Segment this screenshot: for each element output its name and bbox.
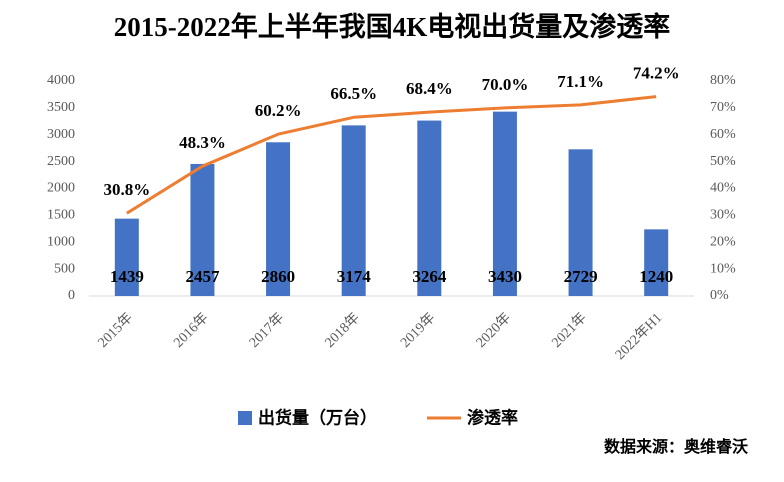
y2-tick-label: 40%: [710, 181, 736, 196]
bar-value-label: 3430: [488, 267, 522, 286]
bar: [114, 218, 139, 296]
source-note: 数据来源：奥维睿沃: [604, 437, 748, 456]
y2-tick-label: 70%: [710, 100, 736, 115]
x-tick-label: 2016年: [171, 310, 212, 351]
y-tick-label: 0: [68, 288, 75, 303]
y-tick-label: 3500: [47, 100, 75, 115]
line-value-label: 68.4%: [406, 79, 453, 98]
bar-value-label: 2729: [564, 267, 598, 286]
y2-tick-label: 30%: [710, 208, 736, 223]
y2-tick-label: 0%: [710, 288, 729, 303]
bar-value-label: 2860: [261, 267, 295, 286]
line-value-label: 66.5%: [330, 84, 377, 103]
y-tick-label: 1500: [47, 208, 75, 223]
bar: [644, 229, 669, 296]
legend-label: 渗透率: [467, 407, 518, 427]
x-tick-label: 2018年: [322, 310, 363, 351]
x-tick-label: 2019年: [397, 310, 438, 351]
line-value-label: 74.2%: [633, 63, 680, 82]
y-tick-label: 2500: [47, 154, 75, 169]
bar: [190, 163, 215, 296]
bar-value-label: 2457: [185, 267, 220, 286]
x-tick-label: 2017年: [246, 310, 287, 351]
x-tick-label: 2021年: [549, 310, 590, 351]
bar-value-label: 3264: [412, 267, 447, 286]
y-tick-label: 2000: [47, 181, 75, 196]
line-value-label: 60.2%: [255, 101, 302, 120]
bar: [266, 142, 291, 296]
y-tick-label: 4000: [47, 73, 75, 88]
legend-label: 出货量（万台）: [258, 407, 377, 427]
bar-value-label: 1439: [110, 267, 144, 286]
chart-title: 2015-2022年上半年我国4K电视出货量及渗透率: [114, 11, 671, 42]
y-tick-label: 500: [54, 261, 75, 276]
y2-tick-label: 80%: [710, 73, 736, 88]
y2-tick-label: 10%: [710, 261, 736, 276]
x-tick-label: 2015年: [95, 310, 136, 351]
bar: [492, 111, 517, 296]
bar: [417, 120, 442, 296]
line-value-label: 70.0%: [482, 75, 529, 94]
line-value-label: 30.8%: [103, 180, 150, 199]
bar: [341, 125, 366, 297]
y-tick-label: 1000: [47, 234, 75, 249]
y2-tick-label: 20%: [710, 234, 736, 249]
y-tick-label: 3000: [47, 127, 75, 142]
legend-swatch: [238, 411, 252, 425]
line-value-label: 48.3%: [179, 133, 226, 152]
y2-tick-label: 60%: [710, 127, 736, 142]
line-value-label: 71.1%: [557, 72, 604, 91]
bar-value-label: 1240: [639, 267, 673, 286]
bar-value-label: 3174: [337, 267, 372, 286]
y2-tick-label: 50%: [710, 154, 736, 169]
bar: [568, 149, 593, 296]
x-tick-label: 2022年H1: [612, 310, 665, 363]
x-tick-label: 2020年: [473, 310, 514, 351]
line: [126, 95, 657, 215]
